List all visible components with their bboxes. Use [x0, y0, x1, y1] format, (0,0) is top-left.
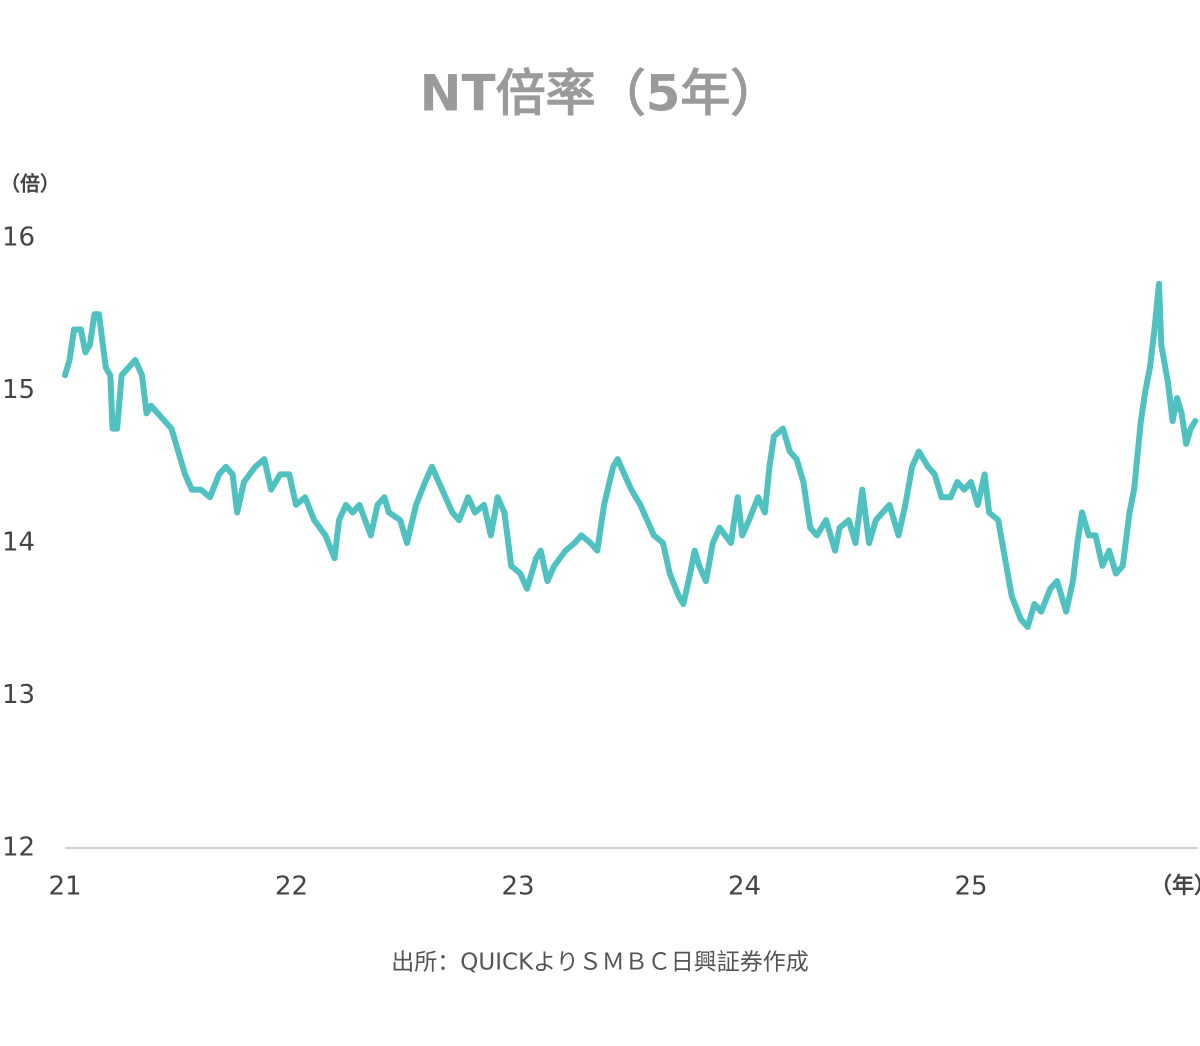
x-tick-label: 25 [954, 872, 987, 902]
x-tick-label: 21 [48, 872, 81, 902]
y-tick-label: 15 [2, 375, 35, 405]
y-axis-label: （倍） [0, 172, 60, 196]
source-note: 出所：QUICKよりＳＭＢＣ日興証券作成 [391, 950, 808, 976]
y-tick-label: 16 [2, 223, 35, 253]
x-axis-label: （年） [1150, 873, 1200, 899]
x-tick-label: 24 [728, 872, 761, 902]
data-line [62, 280, 1199, 630]
y-tick-label: 14 [2, 528, 35, 558]
chart-title: NT倍率（5年） [420, 65, 781, 123]
y-tick-label: 13 [2, 680, 35, 710]
x-tick-label: 22 [275, 872, 308, 902]
y-tick-label: 12 [2, 833, 35, 863]
x-tick-label: 23 [501, 872, 534, 902]
